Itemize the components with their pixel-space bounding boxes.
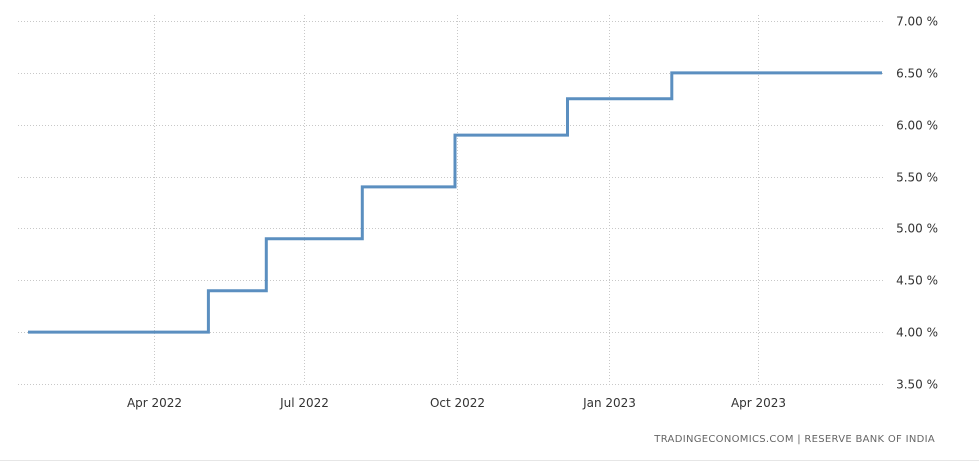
y-tick-label: 3.50 % (896, 378, 938, 392)
y-tick-label: 6.00 % (896, 119, 938, 133)
series-group (27, 71, 883, 334)
x-gridlines (154, 15, 759, 384)
x-axis-labels: Apr 2022 Jul 2022 Oct 2022 Jan 2023 Apr 2023 (127, 396, 786, 410)
rate-series-line (28, 71, 882, 334)
y-tick-label: 4.50 % (896, 274, 938, 288)
x-tick-label: Oct 2022 (430, 396, 485, 410)
y-tick-label: 6.50 % (896, 67, 938, 81)
y-tick-label: 5.50 % (896, 171, 938, 185)
source-attribution: TRADINGECONOMICS.COM | RESERVE BANK OF I… (654, 434, 935, 445)
y-tick-label: 5.00 % (896, 222, 938, 236)
y-gridlines (18, 21, 884, 385)
x-tick-label: Jul 2022 (279, 396, 329, 410)
y-tick-label: 4.00 % (896, 326, 938, 340)
y-axis-labels: 3.50 % 4.00 % 4.50 % 5.00 % 5.50 % 6.00 % 6.50… (896, 15, 938, 392)
x-tick-label: Apr 2023 (731, 396, 786, 410)
bottom-divider (0, 460, 979, 461)
x-tick-label: Jan 2023 (582, 396, 636, 410)
y-tick-label: 7.00 % (896, 15, 938, 29)
x-tick-label: Apr 2022 (127, 396, 182, 410)
